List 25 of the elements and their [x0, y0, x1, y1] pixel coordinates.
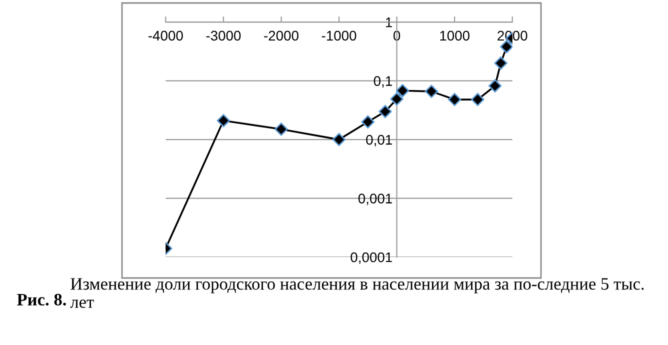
- text: Изменение доли городского населения в населении мира за по-следние 5 тыс. лет: [70, 278, 644, 308]
- x-tick-label: -2000: [264, 30, 298, 41]
- point: [274, 122, 288, 136]
- point: [361, 115, 374, 128]
- point: [494, 56, 508, 70]
- point: [471, 92, 484, 106]
- text: Рис. 8.: [16, 294, 66, 306]
- point: [378, 104, 392, 118]
- point: [448, 92, 462, 106]
- point: [216, 114, 230, 128]
- x-tick-label: -3000: [206, 30, 241, 41]
- y-tick-label: 0,1: [374, 76, 392, 88]
- point: [396, 84, 410, 98]
- point: [488, 79, 502, 92]
- y-tick-label: 0,001: [358, 194, 392, 206]
- y-tick-label: 0,0001: [350, 252, 392, 264]
- x-tick-label: -1000: [322, 30, 356, 41]
- x-tick-label: -4000: [148, 30, 183, 41]
- point: [390, 92, 404, 106]
- x-tick-label: 1000: [440, 30, 470, 41]
- point: [332, 132, 346, 146]
- point: [424, 84, 438, 98]
- y-tick-label: 0,01: [366, 134, 392, 146]
- x-tick-label: 0: [393, 30, 400, 41]
- point: [500, 40, 512, 54]
